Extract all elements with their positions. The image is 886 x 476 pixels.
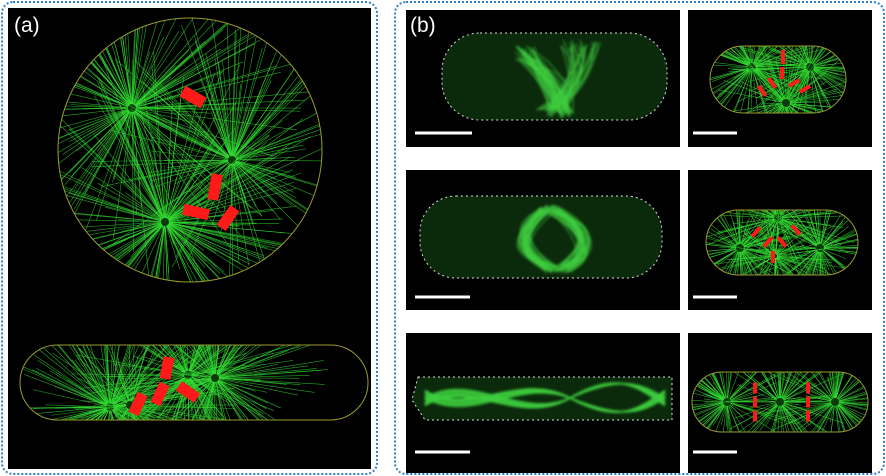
spindle-fluorescence: [516, 204, 592, 274]
aster: [106, 345, 328, 420]
centrosome: [776, 398, 784, 406]
motors: [128, 356, 201, 417]
spindle-fluorescence: [514, 39, 601, 118]
motor-bar: [207, 173, 223, 201]
motor-bar: [753, 382, 757, 394]
panel-b-label: (b): [410, 14, 436, 37]
capsule-cell: [706, 210, 858, 275]
cell-outline: [691, 371, 869, 433]
cell-outline-dashed: [419, 195, 663, 279]
motors: [750, 224, 802, 263]
cell-outline: [709, 45, 847, 114]
motor-bar: [128, 391, 148, 417]
aster: [755, 210, 858, 275]
cell-outline: [19, 344, 369, 421]
motor-bar: [771, 251, 775, 263]
capsule-cell: [692, 372, 868, 432]
centrosome: [831, 398, 839, 406]
centrosome: [782, 99, 790, 107]
centrosome: [816, 244, 824, 252]
aster: [765, 372, 868, 432]
motor-bar: [776, 236, 788, 248]
centrosome: [806, 63, 814, 71]
motor-bar: [806, 382, 810, 394]
motor-bar: [175, 381, 201, 403]
motors: [179, 85, 240, 231]
panel-a-label: (a): [14, 14, 40, 37]
motor-bar: [756, 84, 768, 98]
motor-bar: [781, 50, 785, 64]
centrosome: [161, 218, 169, 226]
cell-outline: [57, 17, 323, 283]
panel-a-image: [8, 8, 371, 469]
motor-bar: [159, 356, 175, 380]
panel-b-frame: [394, 1, 885, 475]
motor-bar: [780, 67, 784, 79]
motor-bar: [750, 226, 762, 238]
motor-bar: [753, 396, 757, 408]
cell-outline: [705, 209, 859, 276]
motor-bar: [790, 224, 802, 236]
motor-bar: [753, 410, 757, 422]
motor-bar: [798, 84, 812, 94]
motor-bar: [216, 205, 240, 231]
motor-bar: [762, 236, 774, 248]
motor-bar: [150, 381, 170, 407]
motor-bar: [766, 76, 778, 90]
motors: [756, 50, 812, 98]
motor-bar: [806, 396, 810, 408]
motors: [753, 382, 810, 422]
motor-bar: [179, 85, 207, 109]
aster: [728, 46, 846, 113]
motor-bar: [787, 78, 801, 88]
panel-a-frame: [1, 1, 378, 475]
spindle-fluorescence: [424, 382, 666, 413]
centrosome: [211, 374, 219, 382]
aster: [717, 46, 846, 113]
motor-bar: [182, 203, 210, 221]
centrosome: [228, 156, 236, 164]
motor-bar: [806, 410, 810, 422]
